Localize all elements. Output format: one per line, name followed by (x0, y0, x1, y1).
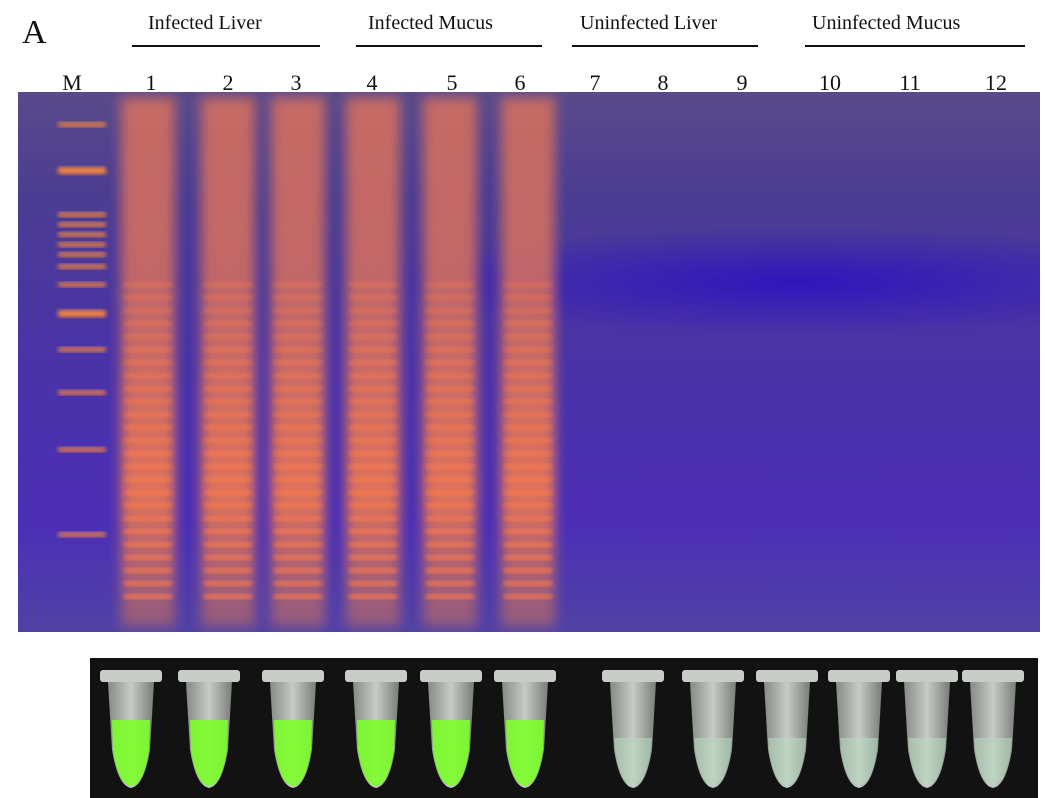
lane-label: 9 (736, 70, 748, 95)
lamp-tube (420, 670, 482, 788)
marker-band (58, 264, 106, 269)
lamp-tube (262, 670, 324, 788)
lane-label: 1 (145, 70, 157, 95)
marker-band (58, 167, 106, 174)
lane-label: 4 (366, 70, 378, 95)
panel-letter: A (22, 14, 47, 51)
lamp-tube (828, 670, 890, 788)
lane-label: 5 (446, 70, 458, 95)
lane-label: 3 (290, 70, 302, 95)
group-label-infected-liver: Infected Liver (148, 12, 262, 34)
group-label-uninfected-mucus: Uninfected Mucus (812, 12, 961, 34)
lamp-tube (345, 670, 407, 788)
lane-smear (201, 97, 255, 627)
marker-band (58, 222, 106, 227)
group-divider-line (356, 45, 542, 47)
lamp-tube (494, 670, 556, 788)
marker-band (58, 212, 106, 217)
lamp-tube (682, 670, 744, 788)
gel-lanes-drawing (58, 97, 555, 627)
marker-band (58, 310, 106, 317)
lamp-tube (962, 670, 1024, 788)
lane-label: 11 (899, 70, 921, 95)
lane-smear (346, 97, 400, 627)
marker-band (58, 447, 106, 452)
tubes-drawing (100, 670, 1024, 788)
lane-label: 2 (222, 70, 234, 95)
marker-band (58, 282, 106, 287)
lane-smear (121, 97, 175, 627)
lane-smear (423, 97, 477, 627)
lane-smear (501, 97, 555, 627)
marker-band (58, 390, 106, 395)
marker-band (58, 122, 106, 127)
marker-band (58, 232, 106, 237)
lane-label: 10 (819, 70, 841, 95)
lamp-tube (896, 670, 958, 788)
group-divider-line (132, 45, 320, 47)
lane-label-marker: M (62, 70, 82, 95)
marker-band (58, 347, 106, 352)
lane-label: 8 (657, 70, 669, 95)
marker-band (58, 242, 106, 247)
lamp-tube (100, 670, 162, 788)
lamp-tubes-photo (90, 658, 1038, 798)
lamp-tube (602, 670, 664, 788)
lane-label: 12 (985, 70, 1007, 95)
group-label-infected-mucus: Infected Mucus (368, 12, 493, 34)
group-divider-line (572, 45, 758, 47)
lane-label: 6 (514, 70, 526, 95)
lamp-tube (756, 670, 818, 788)
lamp-tube (178, 670, 240, 788)
lane-smear (271, 97, 325, 627)
lane-label: 7 (589, 70, 601, 95)
marker-band (58, 252, 106, 257)
group-label-uninfected-liver: Uninfected Liver (580, 12, 718, 34)
marker-band (58, 532, 106, 537)
group-divider-line (805, 45, 1025, 47)
agarose-gel-image (18, 92, 1040, 632)
